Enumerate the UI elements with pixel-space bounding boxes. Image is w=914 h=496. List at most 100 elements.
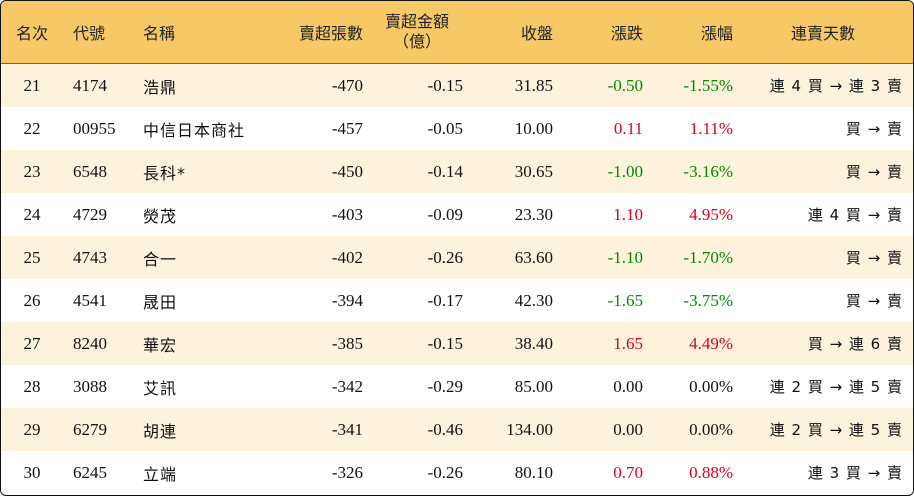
change-cell: 0.00 — [613, 376, 643, 396]
amount-cell: -0.29 — [427, 376, 463, 396]
header-name: 名稱 — [143, 24, 176, 43]
name-cell: 華宏 — [143, 335, 178, 355]
close-cell: 134.00 — [506, 419, 553, 439]
code-cell: 4174 — [73, 75, 107, 95]
code-cell: 4541 — [73, 290, 107, 310]
change-cell: 1.10 — [613, 204, 643, 224]
code-cell: 00955 — [73, 118, 116, 138]
code-cell: 8240 — [73, 333, 107, 353]
lots-cell: -450 — [331, 161, 363, 181]
header-net-sell-amount: 賣超金額 （億） — [371, 1, 463, 63]
lots-cell: -342 — [331, 376, 363, 396]
lots-cell: -385 — [331, 333, 363, 353]
amount-cell: -0.15 — [427, 333, 463, 353]
amount-cell: -0.17 — [427, 290, 463, 310]
close-cell: 63.60 — [514, 247, 553, 267]
header-code: 代號 — [73, 24, 106, 43]
close-cell: 23.30 — [514, 204, 553, 224]
change-pct-cell: -3.16% — [683, 161, 733, 181]
rank-cell: 29 — [23, 419, 41, 439]
change-cell: 0.11 — [613, 118, 643, 138]
change-pct-cell: 0.00% — [689, 376, 733, 396]
change-pct-cell: 4.95% — [689, 204, 733, 224]
rank-cell: 23 — [23, 161, 41, 181]
close-cell: 31.85 — [514, 75, 553, 95]
header-change-pct: 漲幅 — [700, 24, 733, 43]
lots-cell: -403 — [331, 204, 363, 224]
table-row: 27 8240 華宏 -385 -0.15 38.40 1.65 4.49% 買 → 連 6 賣 — [1, 322, 913, 365]
amount-cell: -0.05 — [427, 118, 463, 138]
table-row: 24 4729 熒茂 -403 -0.09 23.30 1.10 4.95% 連 4 買 → 賣 — [1, 193, 913, 236]
close-cell: 10.00 — [514, 118, 553, 138]
rank-cell: 26 — [23, 290, 41, 310]
change-cell: -1.65 — [607, 290, 643, 310]
code-cell: 4743 — [73, 247, 107, 267]
rank-cell: 22 — [23, 118, 41, 138]
name-cell: 合一 — [143, 249, 178, 269]
rank-cell: 25 — [23, 247, 41, 267]
streak-cell: 連 4 買 → 連 3 賣 — [769, 77, 903, 95]
streak-cell: 買 → 賣 — [845, 163, 903, 181]
amount-cell: -0.46 — [427, 419, 463, 439]
streak-cell: 買 → 賣 — [845, 292, 903, 310]
amount-cell: -0.09 — [427, 204, 463, 224]
rank-cell: 21 — [23, 75, 41, 95]
name-cell: 熒茂 — [143, 206, 178, 226]
change-pct-cell: -3.75% — [683, 290, 733, 310]
streak-cell: 連 3 買 → 賣 — [807, 464, 903, 482]
header-net-sell-lots: 賣超張數 — [298, 24, 363, 43]
table-row: 25 4743 合一 -402 -0.26 63.60 -1.10 -1.70% 買 → 賣 — [1, 236, 913, 279]
table-row: 30 6245 立端 -326 -0.26 80.10 0.70 0.88% 連 3 買 → 賣 — [1, 451, 913, 494]
name-cell: 立端 — [143, 464, 178, 484]
lots-cell: -457 — [331, 118, 363, 138]
change-cell: 0.70 — [613, 462, 643, 482]
change-pct-cell: 4.49% — [689, 333, 733, 353]
header-streak: 連賣天數 — [790, 24, 855, 43]
table-row: 26 4541 晟田 -394 -0.17 42.30 -1.65 -3.75% 買 → 賣 — [1, 279, 913, 322]
amount-cell: -0.15 — [427, 75, 463, 95]
header-net-sell-amount-unit: （億） — [392, 32, 441, 51]
close-cell: 30.65 — [514, 161, 553, 181]
lots-cell: -394 — [331, 290, 363, 310]
header-close: 收盤 — [520, 24, 553, 43]
name-cell: 中信日本商社 — [143, 120, 246, 140]
header-net-sell-amount-label: 賣超金額 — [384, 12, 449, 31]
streak-cell: 連 4 買 → 賣 — [807, 206, 903, 224]
change-cell: -1.10 — [607, 247, 643, 267]
lots-cell: -326 — [331, 462, 363, 482]
table-row: 29 6279 胡連 -341 -0.46 134.00 0.00 0.00% 連 2 買 → … — [1, 408, 913, 451]
code-cell: 4729 — [73, 204, 107, 224]
table-row: 22 00955 中信日本商社 -457 -0.05 10.00 0.11 1.11% 買 → … — [1, 107, 913, 150]
change-cell: 0.00 — [613, 419, 643, 439]
change-cell: -1.00 — [607, 161, 643, 181]
streak-cell: 連 2 買 → 連 5 賣 — [769, 378, 903, 396]
name-cell: 胡連 — [143, 421, 178, 441]
close-cell: 42.30 — [514, 290, 553, 310]
rank-cell: 27 — [23, 333, 41, 353]
streak-cell: 買 → 賣 — [845, 249, 903, 267]
amount-cell: -0.14 — [427, 161, 463, 181]
streak-cell: 買 → 連 6 賣 — [807, 335, 903, 353]
code-cell: 3088 — [73, 376, 107, 396]
table-header-row: 名次 代號 名稱 賣超張數 賣超金額 （億） 收盤 漲跌 漲幅 連賣天數 — [1, 1, 913, 64]
name-cell: 長科* — [143, 163, 187, 183]
lots-cell: -402 — [331, 247, 363, 267]
rank-cell: 30 — [23, 462, 41, 482]
close-cell: 80.10 — [514, 462, 553, 482]
change-pct-cell: -1.70% — [683, 247, 733, 267]
lots-cell: -341 — [331, 419, 363, 439]
close-cell: 38.40 — [514, 333, 553, 353]
lots-cell: -470 — [331, 75, 363, 95]
table-row: 21 4174 浩鼎 -470 -0.15 31.85 -0.50 -1.55% 連 4 買 →… — [1, 64, 913, 107]
code-cell: 6279 — [73, 419, 107, 439]
code-cell: 6245 — [73, 462, 107, 482]
name-cell: 浩鼎 — [143, 77, 178, 97]
rank-cell: 28 — [23, 376, 41, 396]
table-row: 23 6548 長科* -450 -0.14 30.65 -1.00 -3.16% 買 → 賣 — [1, 150, 913, 193]
rank-cell: 24 — [23, 204, 41, 224]
close-cell: 85.00 — [514, 376, 553, 396]
streak-cell: 連 2 買 → 連 5 賣 — [769, 421, 903, 439]
change-pct-cell: 0.88% — [689, 462, 733, 482]
header-rank: 名次 — [15, 24, 48, 43]
